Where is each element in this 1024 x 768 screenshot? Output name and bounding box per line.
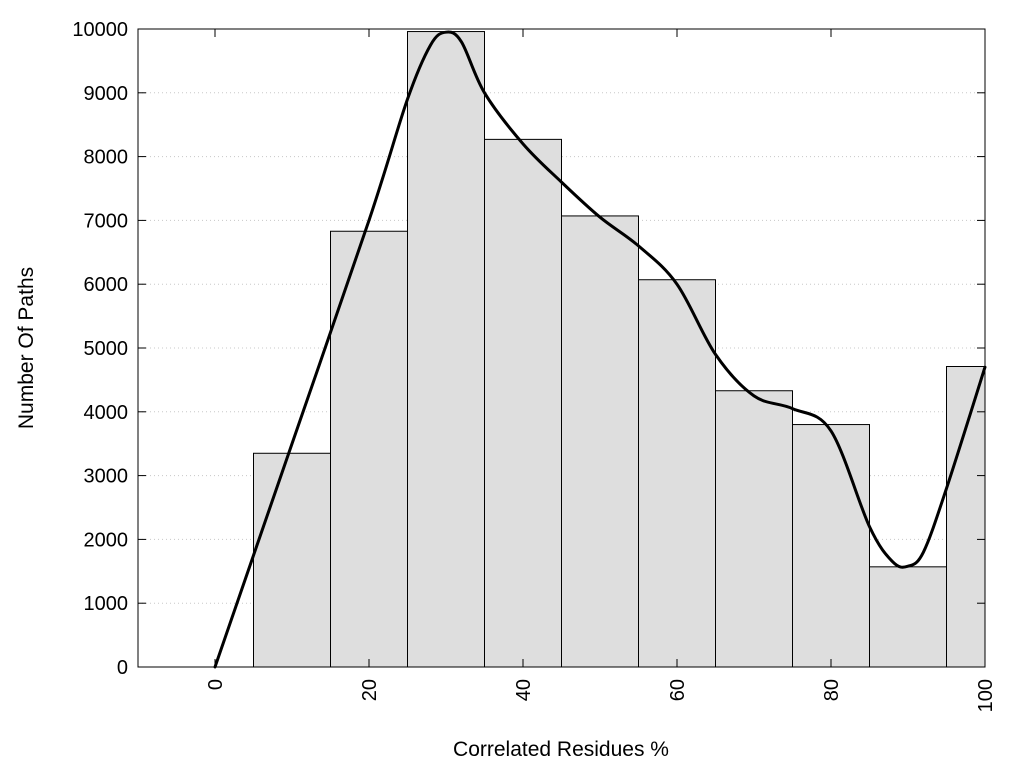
- y-tick-label: 2000: [84, 529, 129, 551]
- bar: [946, 366, 986, 668]
- bar: [253, 452, 331, 668]
- x-tick-label: 40: [513, 679, 535, 701]
- y-tick-label: 6000: [84, 274, 129, 296]
- x-tick-label: 100: [975, 679, 997, 712]
- x-tick-label: 60: [667, 679, 689, 701]
- bar: [561, 215, 639, 668]
- y-axis-title: Number Of Paths: [15, 267, 38, 429]
- y-tick-label: 4000: [84, 402, 129, 424]
- bar: [407, 31, 485, 668]
- y-tick-label: 1000: [84, 593, 129, 615]
- bar: [715, 390, 793, 668]
- y-tick-label: 5000: [84, 338, 129, 360]
- y-axis-ticks: 0 1000 2000 3000 4000 5000 6000 7000 8000 9000 100…: [72, 19, 985, 679]
- series-curve: [213, 30, 987, 669]
- y-tick-label: 7000: [84, 210, 129, 232]
- x-tick-label: 20: [359, 679, 381, 701]
- smooth-curve: [213, 30, 987, 669]
- bar: [869, 566, 947, 668]
- bars: [253, 31, 986, 668]
- y-tick-label: 9000: [84, 83, 129, 105]
- x-axis-ticks: 0 20 40 60 80 100: [205, 29, 997, 712]
- x-tick-label: 80: [821, 679, 843, 701]
- bar: [638, 279, 716, 668]
- y-tick-label: 3000: [84, 466, 129, 488]
- y-tick-label: 0: [117, 657, 128, 679]
- bar: [792, 424, 870, 668]
- x-tick-label: 0: [205, 679, 227, 690]
- y-tick-label: 8000: [84, 147, 129, 169]
- bar: [484, 138, 562, 668]
- bar: [330, 230, 408, 668]
- x-axis-title: Correlated Residues %: [453, 738, 669, 761]
- y-tick-label: 10000: [72, 19, 128, 41]
